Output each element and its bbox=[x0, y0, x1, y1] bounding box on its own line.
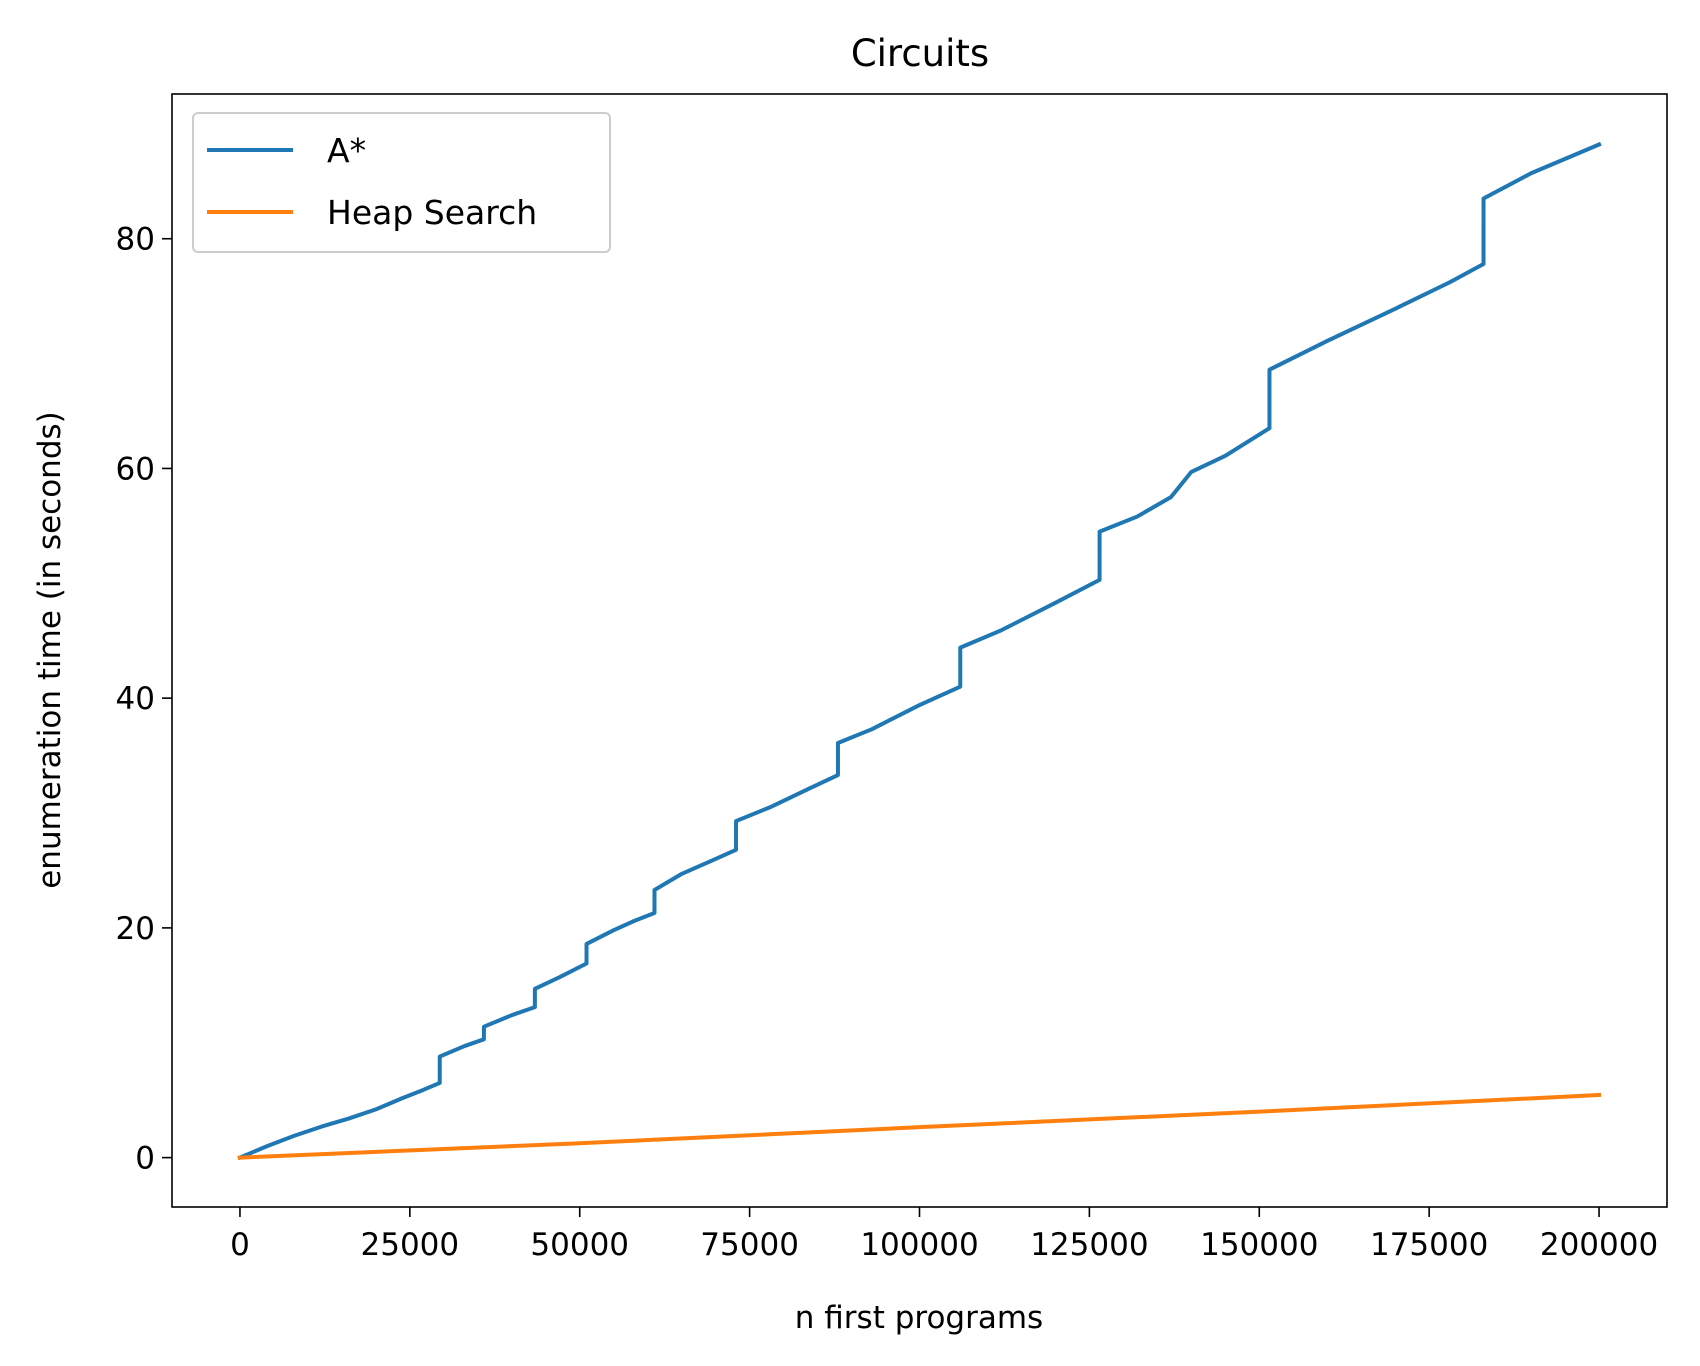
y-tick-label: 40 bbox=[116, 681, 155, 717]
x-tick-label: 50000 bbox=[530, 1227, 629, 1263]
y-tick-label: 80 bbox=[116, 222, 155, 258]
x-tick-label: 200000 bbox=[1540, 1227, 1658, 1263]
legend-label-heap-search: Heap Search bbox=[327, 193, 537, 232]
series-line-a bbox=[237, 141, 1602, 1161]
x-tick-label: 125000 bbox=[1030, 1227, 1148, 1263]
y-tick-label: 20 bbox=[116, 911, 155, 947]
x-axis-label: n first programs bbox=[795, 1300, 1043, 1336]
y-axis-label: enumeration time (in seconds) bbox=[32, 411, 68, 889]
y-tick-label: 60 bbox=[116, 451, 155, 487]
legend-box bbox=[192, 112, 611, 253]
x-tick-label: 175000 bbox=[1370, 1227, 1488, 1263]
y-tick-label: 0 bbox=[135, 1141, 155, 1177]
plot-frame bbox=[171, 93, 1668, 1208]
legend: A* Heap Search bbox=[192, 112, 611, 253]
x-tick-label: 100000 bbox=[860, 1227, 978, 1263]
x-tick-label: 75000 bbox=[700, 1227, 799, 1263]
y-axis-ticks: 0 20 40 60 80 bbox=[116, 222, 172, 1177]
x-tick-label: 25000 bbox=[361, 1227, 460, 1263]
x-tick-label: 150000 bbox=[1200, 1227, 1318, 1263]
x-tick-label: 0 bbox=[230, 1227, 250, 1263]
legend-label-a-star: A* bbox=[327, 131, 366, 170]
chart-title: Circuits bbox=[851, 32, 989, 75]
series-layer bbox=[237, 141, 1602, 1161]
series-line-heap-search bbox=[237, 1092, 1602, 1160]
x-axis-ticks: 0 25000 50000 75000 100000 125000 150000 175000… bbox=[230, 1207, 1658, 1263]
